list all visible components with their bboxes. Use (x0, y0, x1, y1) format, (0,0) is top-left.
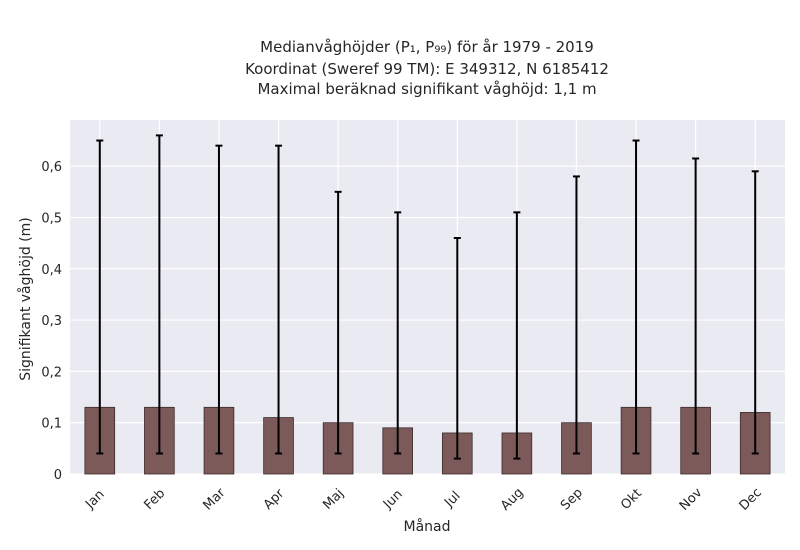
title-line-3: Maximal beräknad signifikant våghöjd: 1,… (257, 80, 596, 98)
y-tick-label: 0,6 (41, 160, 62, 175)
x-axis-label: Månad (404, 518, 451, 535)
x-tick-label: Aug (498, 485, 527, 514)
error-bars (96, 134, 759, 460)
y-tick-label: 0 (54, 468, 62, 483)
y-axis-ticks: 0 0,1 0,2 0,3 0,4 0,5 0,6 (41, 160, 62, 483)
y-tick-label: 0,2 (41, 365, 62, 380)
x-tick-label: Apr (261, 486, 288, 513)
y-tick-label: 0,3 (41, 314, 62, 329)
x-tick-label: Jul (441, 489, 463, 511)
x-tick-label: Sep (558, 486, 586, 514)
title-line-1: Medianvåghöjder (P₁, P₉₉) för år 1979 - … (260, 38, 594, 56)
x-tick-label: Jan (82, 487, 107, 512)
x-tick-label: Maj (320, 486, 347, 513)
y-tick-label: 0,5 (41, 211, 62, 226)
y-axis-label: Signifikant våghöjd (m) (17, 217, 34, 380)
chart-title: Medianvåghöjder (P₁, P₉₉) för år 1979 - … (245, 38, 609, 98)
y-tick-label: 0,1 (41, 417, 62, 432)
x-axis-ticks: Jan Feb Mar Apr Maj Jun Jul Aug Sep Okt Nov Dec (82, 485, 765, 514)
x-tick-label: Feb (141, 486, 168, 513)
x-tick-label: Mar (201, 485, 229, 513)
plot-area (70, 120, 785, 474)
x-tick-label: Dec (737, 485, 765, 513)
title-line-2: Koordinat (Sweref 99 TM): E 349312, N 61… (245, 60, 609, 78)
x-tick-label: Okt (618, 486, 645, 513)
x-tick-label: Jun (380, 487, 406, 513)
x-tick-label: Nov (677, 485, 706, 514)
y-tick-label: 0,4 (41, 263, 62, 278)
